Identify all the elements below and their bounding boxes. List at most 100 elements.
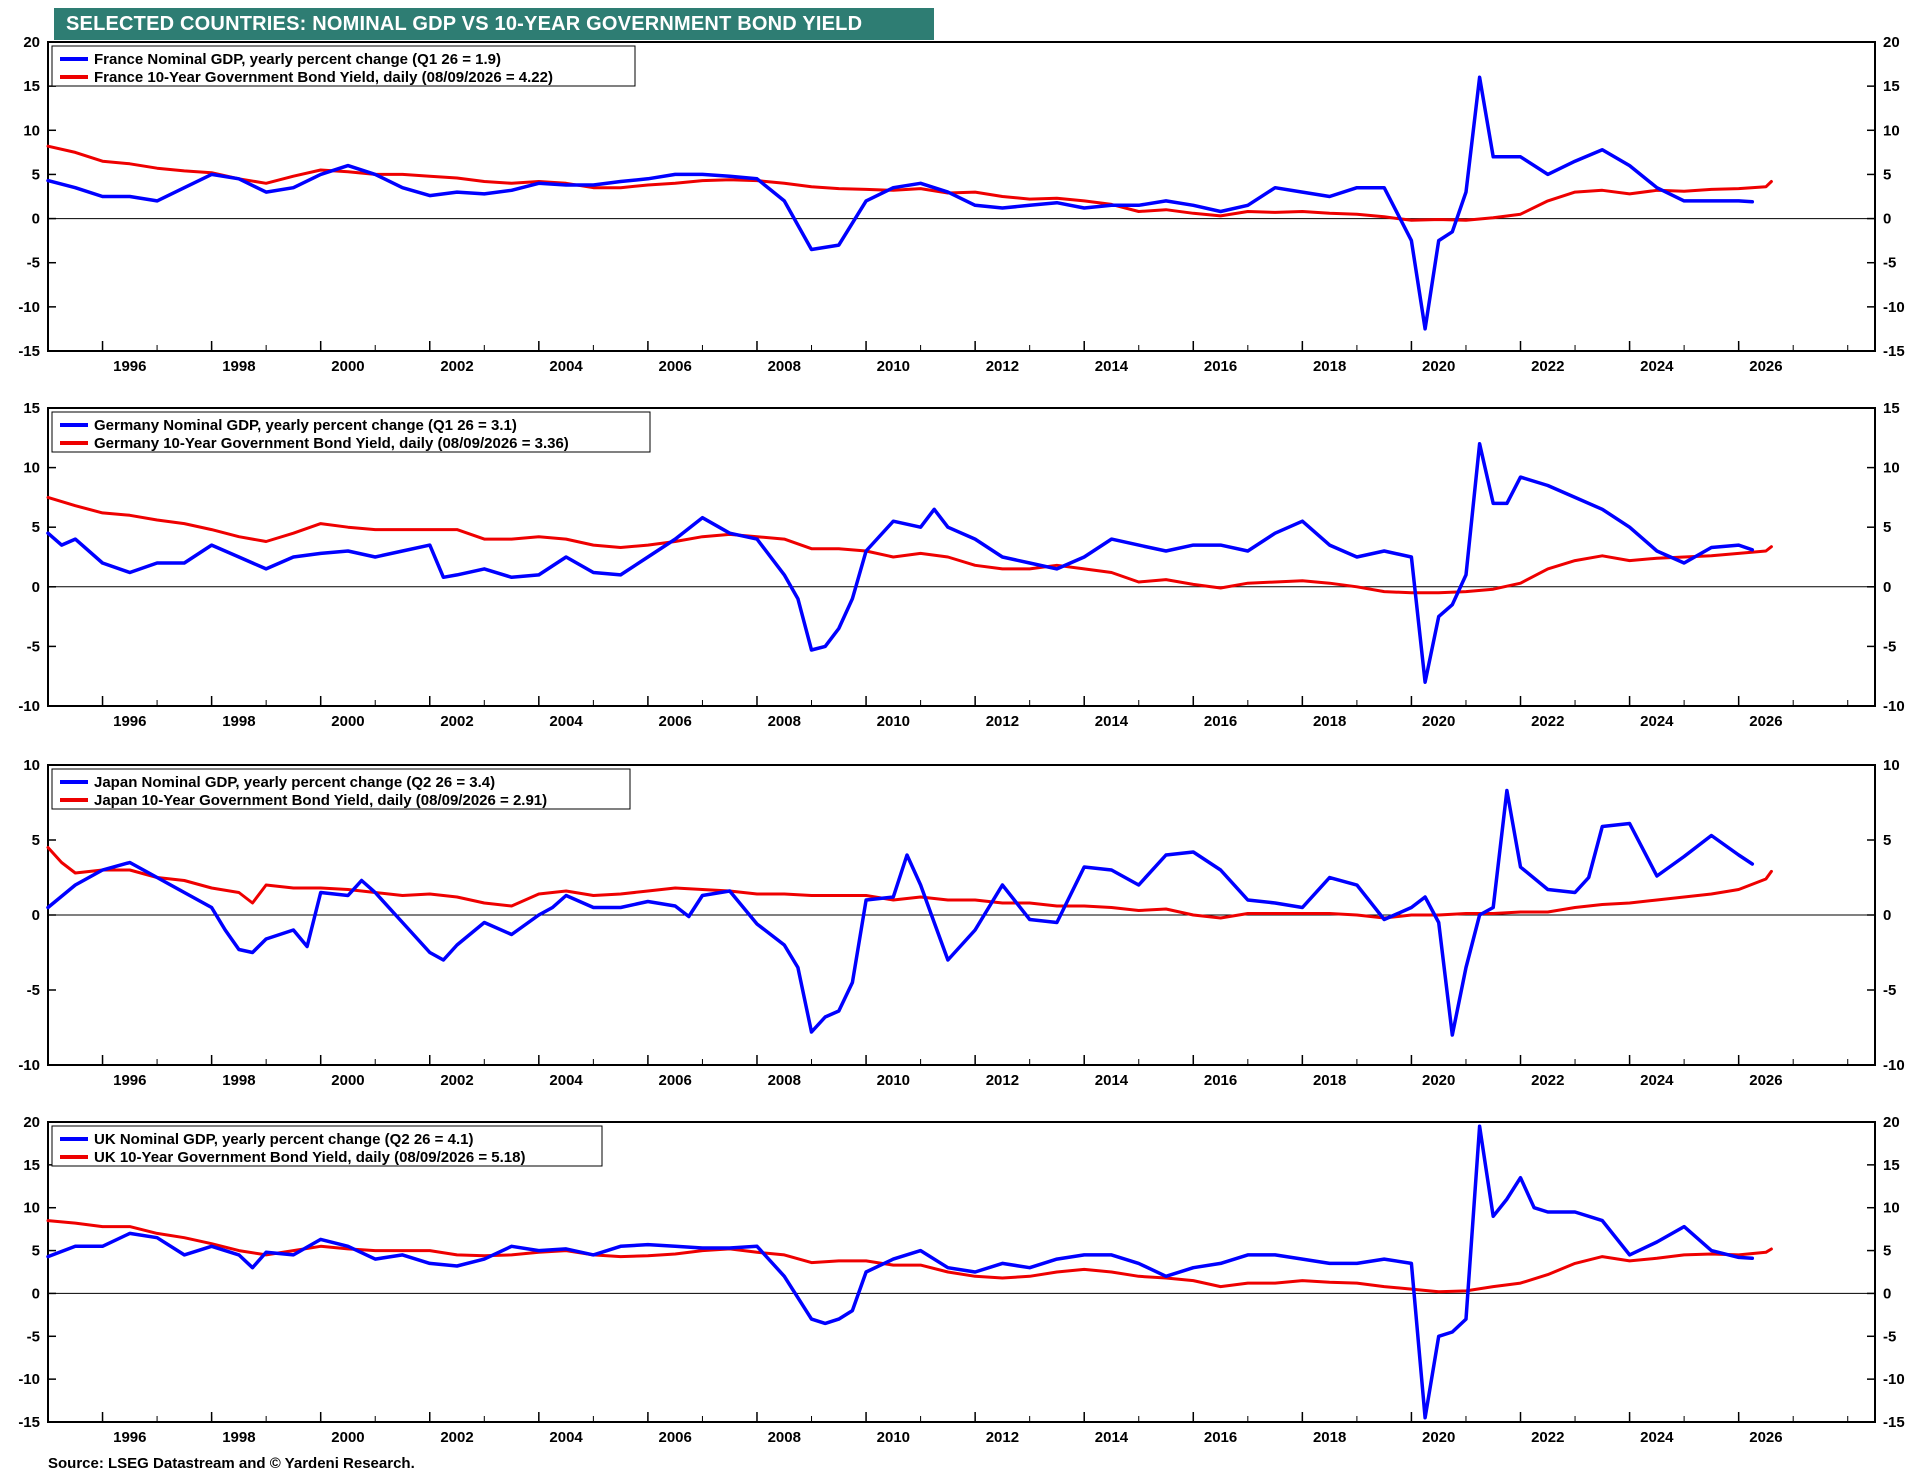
yield-series-line xyxy=(46,144,1773,222)
x-tick-label: 2014 xyxy=(1095,713,1129,730)
x-tick-label: 2004 xyxy=(549,1072,583,1089)
y-tick-label-right: -15 xyxy=(1883,1414,1905,1431)
x-tick-label: 1996 xyxy=(113,358,146,375)
x-tick-label: 2000 xyxy=(331,1072,364,1089)
x-tick-label: 2026 xyxy=(1749,713,1782,730)
y-tick-label-left: -10 xyxy=(18,1057,40,1074)
legend-label-gdp: France Nominal GDP, yearly percent chang… xyxy=(94,51,501,68)
x-tick-label: 2018 xyxy=(1313,713,1346,730)
x-tick-label: 2012 xyxy=(986,713,1019,730)
y-tick-label-left: -15 xyxy=(18,343,40,360)
y-tick-label-right: -5 xyxy=(1883,1328,1896,1345)
gdp-series-line xyxy=(46,788,1755,1037)
y-tick-label-right: 0 xyxy=(1883,211,1891,228)
x-tick-label: 2012 xyxy=(986,1072,1019,1089)
y-tick-label-left: -10 xyxy=(18,1371,40,1388)
x-tick-label: 2006 xyxy=(658,713,691,730)
x-tick-label: 2016 xyxy=(1204,1429,1237,1446)
x-tick-label: 1998 xyxy=(222,713,255,730)
x-tick-label: 2000 xyxy=(331,358,364,375)
y-tick-label-right: 10 xyxy=(1883,460,1900,477)
x-tick-label: 2000 xyxy=(331,713,364,730)
legend-box xyxy=(51,45,636,87)
y-tick-label-right: 5 xyxy=(1883,519,1891,536)
x-tick-label: 2006 xyxy=(658,1429,691,1446)
legend-label-yield: UK 10-Year Government Bond Yield, daily … xyxy=(94,1149,525,1166)
legend-label-yield: Germany 10-Year Government Bond Yield, d… xyxy=(94,435,569,452)
x-tick-label: 2008 xyxy=(768,1072,801,1089)
source-note: Source: LSEG Datastream and © Yardeni Re… xyxy=(48,1455,415,1472)
y-tick-label-left: -5 xyxy=(27,1328,40,1345)
x-tick-label: 2016 xyxy=(1204,1072,1237,1089)
x-tick-label: 1998 xyxy=(222,1429,255,1446)
y-tick-label-right: -10 xyxy=(1883,698,1905,715)
y-tick-label-left: 0 xyxy=(32,907,40,924)
x-tick-label: 2024 xyxy=(1640,713,1674,730)
x-tick-label: 2016 xyxy=(1204,713,1237,730)
x-tick-label: 2008 xyxy=(768,1429,801,1446)
x-tick-label: 2008 xyxy=(768,713,801,730)
x-tick-label: 2002 xyxy=(440,1072,473,1089)
x-tick-label: 2002 xyxy=(440,713,473,730)
y-tick-label-right: 15 xyxy=(1883,400,1900,417)
y-tick-label-left: 15 xyxy=(23,400,40,417)
x-tick-label: 2010 xyxy=(877,358,910,375)
x-tick-label: 2014 xyxy=(1095,1072,1129,1089)
x-tick-label: 1996 xyxy=(113,1072,146,1089)
y-tick-label-right: 20 xyxy=(1883,1114,1900,1131)
plot-frame xyxy=(47,407,1876,707)
gdp-series-line xyxy=(46,75,1755,331)
x-tick-label: 2012 xyxy=(986,358,1019,375)
x-tick-label: 2000 xyxy=(331,1429,364,1446)
x-tick-label: 2012 xyxy=(986,1429,1019,1446)
y-tick-label-left: 0 xyxy=(32,1285,40,1302)
y-tick-label-left: 15 xyxy=(23,78,40,95)
x-tick-label: 2010 xyxy=(877,1072,910,1089)
plot-frame xyxy=(47,1121,1876,1423)
chart-panel-2: 15 15 10 10 5 5 0 0 -5 -5 -10 -10 1996 1998 2000 2002 20… xyxy=(18,400,1904,730)
y-tick-label-left: 10 xyxy=(23,460,40,477)
y-tick-label-right: -10 xyxy=(1883,299,1905,316)
y-tick-label-left: -10 xyxy=(18,299,40,316)
x-tick-label: 2010 xyxy=(877,713,910,730)
legend: France Nominal GDP, yearly percent chang… xyxy=(51,45,636,87)
x-tick-label: 2020 xyxy=(1422,713,1455,730)
x-tick-label: 2026 xyxy=(1749,1072,1782,1089)
plot-frame xyxy=(47,41,1876,352)
x-tick-label: 2022 xyxy=(1531,1429,1564,1446)
x-tick-label: 2020 xyxy=(1422,1429,1455,1446)
legend: UK Nominal GDP, yearly percent change (Q… xyxy=(51,1125,603,1167)
y-tick-label-left: 10 xyxy=(23,757,40,774)
x-tick-label: 2024 xyxy=(1640,1429,1674,1446)
y-tick-label-right: -10 xyxy=(1883,1371,1905,1388)
gdp-series-line xyxy=(46,1124,1755,1420)
y-tick-label-left: 5 xyxy=(32,519,40,536)
y-tick-label-right: 15 xyxy=(1883,1157,1900,1174)
legend-box xyxy=(51,768,631,810)
y-tick-label-left: 10 xyxy=(23,122,40,139)
y-tick-label-left: 5 xyxy=(32,1243,40,1260)
x-tick-label: 1996 xyxy=(113,713,146,730)
y-tick-label-right: 10 xyxy=(1883,1200,1900,1217)
x-tick-label: 2002 xyxy=(440,1429,473,1446)
x-tick-label: 1998 xyxy=(222,1072,255,1089)
chart-title: SELECTED COUNTRIES: NOMINAL GDP VS 10-YE… xyxy=(54,8,934,40)
y-tick-label-right: 5 xyxy=(1883,832,1891,849)
x-tick-label: 2026 xyxy=(1749,1429,1782,1446)
legend: Germany Nominal GDP, yearly percent chan… xyxy=(51,411,651,453)
y-tick-label-left: 5 xyxy=(32,832,40,849)
y-tick-label-right: -15 xyxy=(1883,343,1905,360)
x-tick-label: 2004 xyxy=(549,713,583,730)
x-tick-label: 2002 xyxy=(440,358,473,375)
y-tick-label-left: -10 xyxy=(18,698,40,715)
legend-box xyxy=(51,411,651,453)
legend-label-yield: Japan 10-Year Government Bond Yield, dai… xyxy=(94,792,547,809)
y-tick-label-left: 0 xyxy=(32,211,40,228)
x-tick-label: 2022 xyxy=(1531,358,1564,375)
legend-label-gdp: UK Nominal GDP, yearly percent change (Q… xyxy=(94,1131,473,1148)
y-tick-label-left: -5 xyxy=(27,255,40,272)
x-tick-label: 2010 xyxy=(877,1429,910,1446)
y-tick-label-right: 15 xyxy=(1883,78,1900,95)
